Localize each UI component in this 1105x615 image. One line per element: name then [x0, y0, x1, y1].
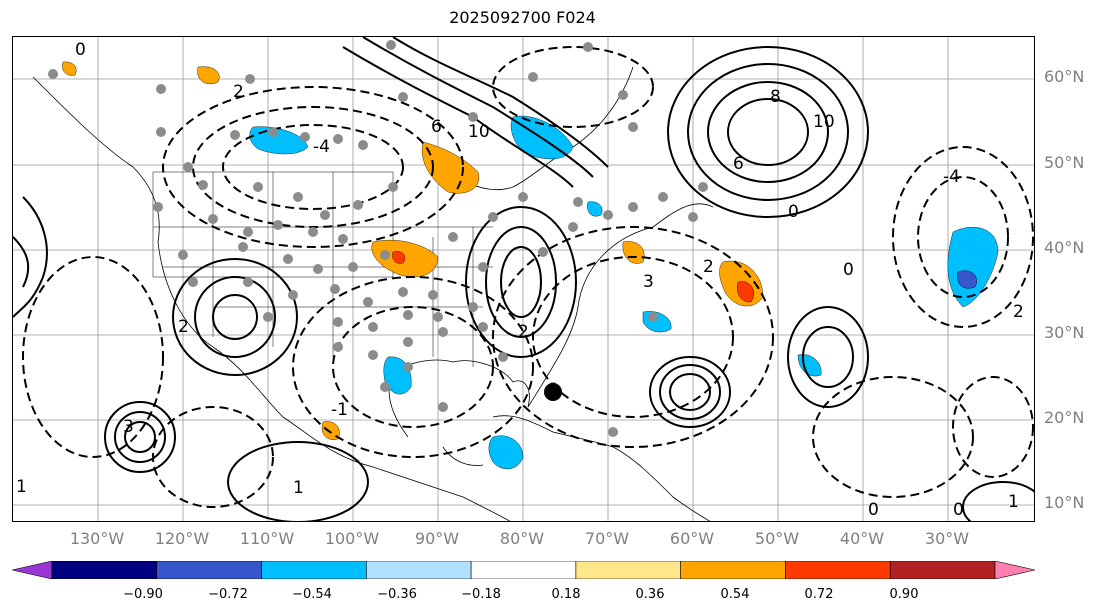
colorbar-segment	[575, 561, 681, 579]
lat-label: 60°N	[1044, 67, 1085, 86]
colorbar-tick: −0.18	[461, 587, 501, 602]
colorbar-tick: 0.36	[635, 587, 665, 602]
lat-label: 20°N	[1044, 408, 1085, 427]
contour-label: 1	[293, 478, 304, 498]
lon-label: 100°W	[324, 529, 380, 548]
contour-labels: 0 2 -4 10 6 8 10 6 0 -4 0 2 3 2 3 1 2 -1…	[16, 40, 1024, 520]
lat-label: 40°N	[1044, 238, 1085, 257]
contour-label: 0	[953, 500, 964, 520]
contour-label: 10	[813, 112, 835, 132]
colorbar-tick: 0.90	[889, 587, 919, 602]
chart-title: 2025092700 F024	[449, 8, 596, 27]
colorbar-extend-low	[12, 561, 53, 579]
contour-label: 3	[643, 272, 654, 292]
contour-label: 10	[468, 122, 490, 142]
contour-label: 2	[518, 322, 529, 342]
contour-label: 3	[123, 417, 134, 437]
contour-label: 2	[1013, 302, 1024, 322]
lon-label: 60°W	[669, 529, 715, 548]
colorbar-segment	[51, 561, 158, 579]
lon-label: 120°W	[154, 529, 210, 548]
lat-label: 50°N	[1044, 153, 1085, 172]
colorbar-tick: 0.72	[804, 587, 834, 602]
contour-label: 0	[868, 500, 879, 520]
lon-label: 50°W	[754, 529, 800, 548]
contour-label: 2	[703, 257, 714, 277]
lat-label: 10°N	[1044, 493, 1085, 512]
map-panel: 0 2 -4 10 6 8 10 6 0 -4 0 2 3 2 3 1 2 -1…	[12, 36, 1035, 522]
colorbar-tick: 0.54	[720, 587, 750, 602]
contour-label: 2	[178, 317, 189, 337]
colorbar	[12, 561, 1035, 579]
contour-label: 6	[733, 154, 744, 174]
contour-label: -1	[331, 400, 348, 420]
lat-label: 30°N	[1044, 323, 1085, 342]
lon-label: 110°W	[239, 529, 295, 548]
colorbar-tick: −0.90	[123, 587, 163, 602]
contour-label: 0	[843, 260, 854, 280]
colorbar-segment	[889, 561, 996, 579]
colorbar-segment	[785, 561, 891, 579]
colorbar-extend-high	[994, 561, 1035, 579]
solid-contours	[13, 37, 1034, 521]
contour-label: 1	[16, 477, 27, 497]
colorbar-segment	[261, 561, 367, 579]
colorbar-segment	[680, 561, 786, 579]
colorbar-tick: −0.72	[208, 587, 248, 602]
contour-label: -4	[313, 137, 330, 157]
colorbar-tick: −0.54	[292, 587, 332, 602]
colorbar-segment	[470, 561, 577, 579]
state-borders	[152, 171, 493, 367]
lon-label: 30°W	[924, 529, 970, 548]
lon-label: 80°W	[499, 529, 545, 548]
station-dots	[48, 40, 708, 437]
dashed-contours	[22, 46, 1034, 508]
contour-label: 8	[770, 87, 781, 107]
map-canvas: 0 2 -4 10 6 8 10 6 0 -4 0 2 3 2 3 1 2 -1…	[13, 37, 1034, 521]
colorbar-tick: 0.18	[551, 587, 581, 602]
lon-label: 40°W	[839, 529, 885, 548]
contour-label: 6	[431, 117, 442, 137]
contour-label: 0	[75, 40, 86, 60]
contour-label: 1	[1008, 492, 1019, 512]
storm-marker	[544, 383, 562, 401]
lon-label: 130°W	[69, 529, 125, 548]
colorbar-segment	[366, 561, 472, 579]
colorbar-segment	[156, 561, 262, 579]
contour-label: -4	[943, 167, 960, 187]
lon-label: 70°W	[584, 529, 630, 548]
contour-label: 2	[233, 82, 244, 102]
shaded-anomalies	[62, 61, 999, 470]
contour-label: 0	[788, 202, 799, 222]
colorbar-tick: −0.36	[377, 587, 417, 602]
lon-label: 90°W	[414, 529, 460, 548]
